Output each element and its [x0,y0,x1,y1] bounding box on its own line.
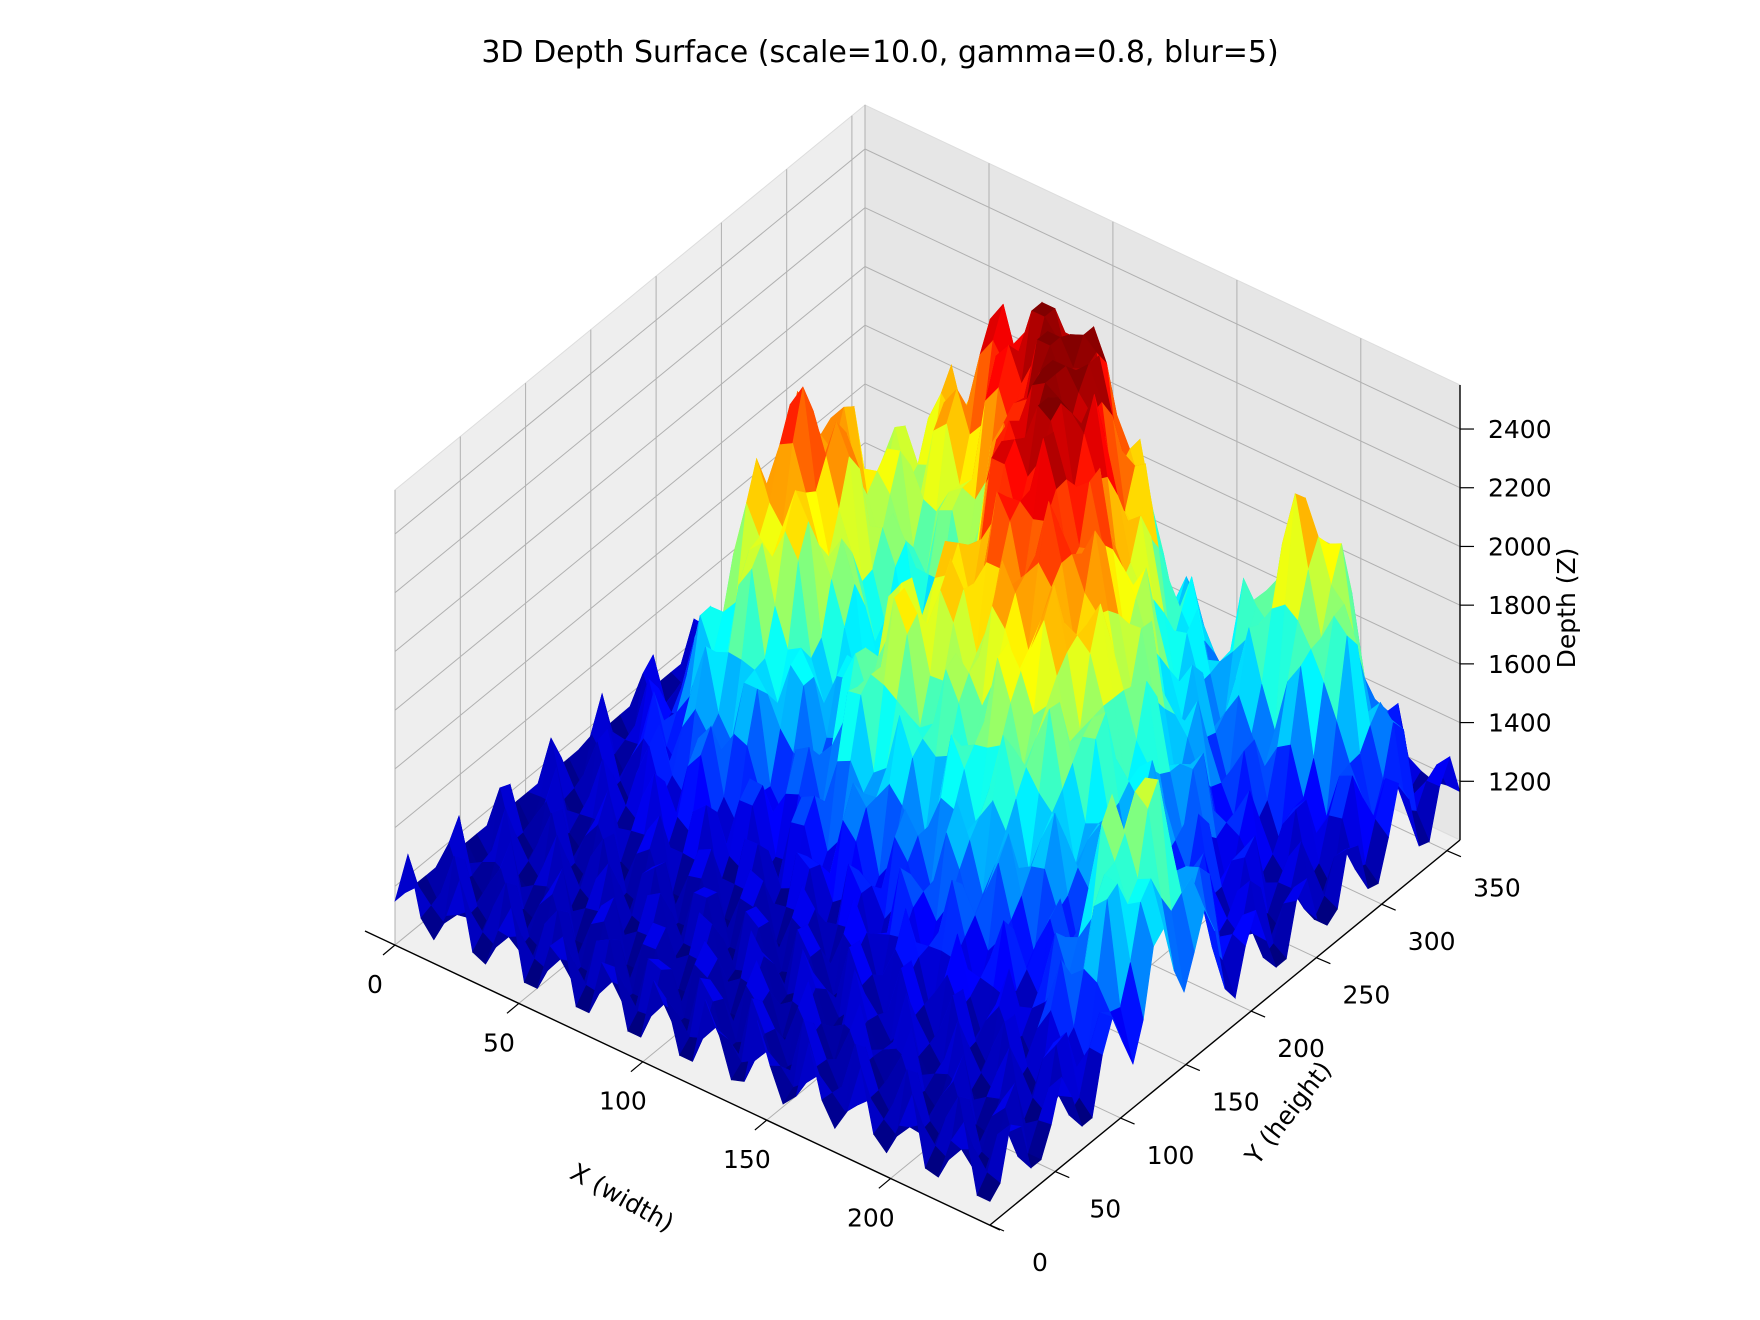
z-tick-label: 2400 [1488,415,1552,444]
tick-labels: 0501001502000501001502002503003501200140… [367,415,1552,1277]
y-tick-mark [1250,1010,1266,1018]
z-grid-line [394,383,1461,770]
z-axis-label: Depth (Z) [1552,548,1581,669]
y-tick-mark [1381,903,1396,911]
y-tick-label: 250 [1343,981,1391,1010]
y-tick-mark [1120,1117,1135,1125]
z-grid-line [394,148,1461,535]
chart-title: 3D Depth Surface (scale=10.0, gamma=0.8,… [481,35,1278,70]
z-tick-label: 1400 [1488,709,1552,738]
y-tick-label: 50 [1089,1195,1121,1224]
x-tick-label: 200 [847,1203,895,1232]
y-tick-mark [1185,1064,1201,1072]
z-tick-label: 1800 [1488,591,1552,620]
y-tick-label: 200 [1277,1034,1325,1063]
x-tick-label: 100 [599,1087,647,1116]
y-tick-label: 0 [1032,1248,1048,1277]
x-tick-mark [878,1177,892,1189]
x-tick-label: 0 [367,970,383,999]
x-tick-mark [754,1119,768,1131]
z-grid-line [394,265,1461,652]
x-axis-label: X (width) [565,1157,678,1237]
axis-lines [364,385,1474,1232]
y-tick-mark [989,1224,1005,1232]
z-grid-line [394,324,1461,711]
x-axis-line [364,930,1001,1231]
y-tick-label: 350 [1473,874,1521,903]
z-tick-label: 2200 [1488,474,1552,503]
x-tick-label: 50 [483,1028,515,1057]
x-tick-label: 150 [723,1145,771,1174]
x-tick-mark [630,1061,644,1073]
y-tick-label: 100 [1147,1141,1195,1170]
y-tick-label: 150 [1212,1088,1260,1117]
x-tick-mark [382,944,396,956]
surface-patch [976,1172,1001,1202]
y-tick-mark [1316,957,1331,965]
depth-surface [394,301,1461,1202]
y-tick-mark [1055,1170,1070,1179]
y-tick-mark [1446,850,1462,858]
x-tick-mark [506,1002,520,1014]
z-tick-label: 2000 [1488,532,1552,561]
z-grid-line [394,207,1461,594]
y-tick-label: 300 [1408,927,1456,956]
z-tick-label: 1200 [1488,767,1552,796]
z-tick-label: 1600 [1488,650,1552,679]
